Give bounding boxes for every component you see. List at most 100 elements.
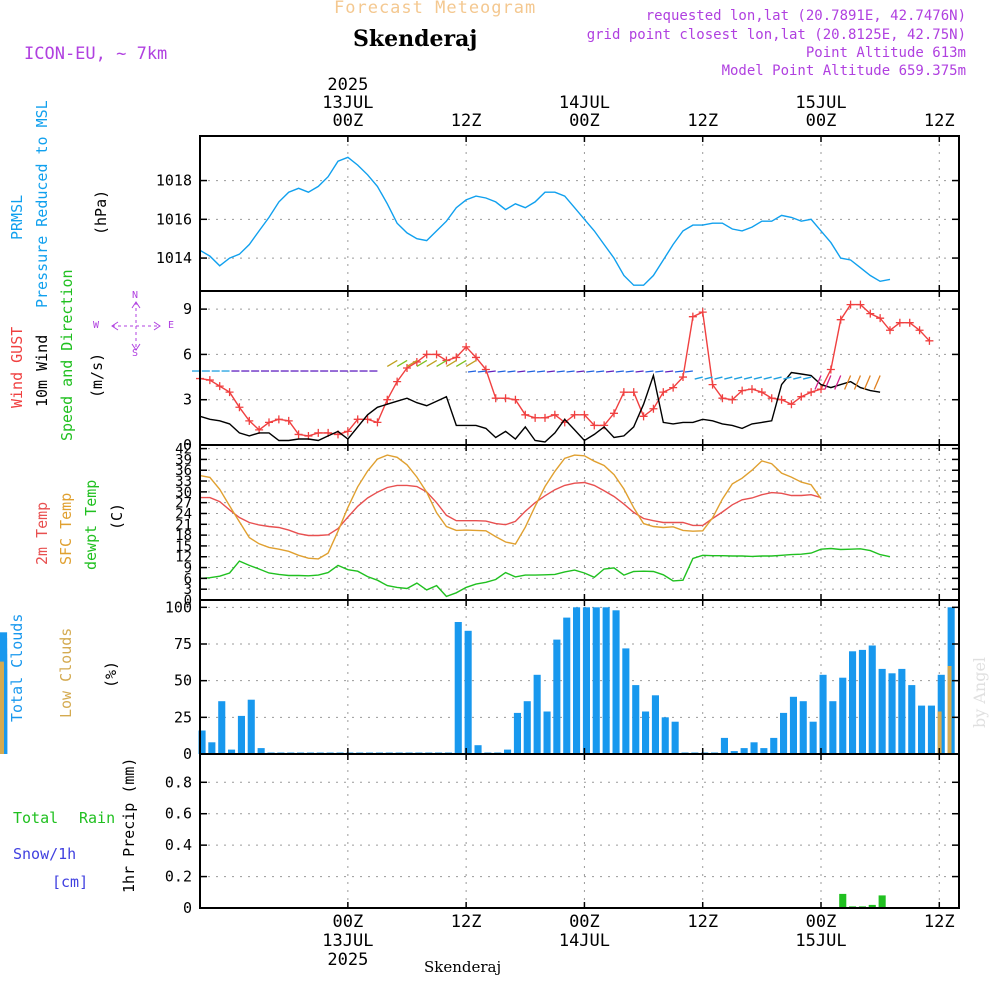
wind-direction-arrow: [704, 376, 713, 380]
y-tick-label: 36: [175, 463, 192, 479]
bottom-time-label: 15JUL: [795, 931, 847, 951]
wind-direction-arrow: [527, 370, 536, 373]
wind-direction-arrow: [586, 370, 595, 373]
gust-marker: [669, 383, 678, 392]
t2m-label: 2m Temp: [33, 501, 51, 565]
bar-low-clouds: [947, 666, 952, 754]
bar-total-clouds: [602, 607, 610, 754]
bar-total-clouds: [878, 668, 886, 754]
ms-unit: (m/s): [88, 352, 106, 398]
speed-direction-label: Speed and Direction: [58, 269, 76, 441]
bar-total-clouds: [563, 617, 571, 754]
bar-total-clouds: [474, 745, 482, 754]
bar-total-clouds: [553, 639, 561, 754]
y-tick-label: 1016: [156, 210, 192, 228]
bar-total-clouds: [740, 748, 748, 754]
gust-marker: [265, 418, 273, 427]
top-time-label: 13JUL: [322, 93, 374, 113]
top-time-label: 12Z: [923, 111, 955, 131]
gust-marker: [531, 413, 540, 422]
gust-marker: [708, 380, 717, 389]
gust-marker: [610, 409, 618, 418]
top-time-label: 00Z: [332, 111, 364, 131]
gust-marker: [698, 308, 707, 317]
model-label: ICON-EU, ~ 7km: [24, 44, 168, 64]
gust-marker: [353, 415, 362, 424]
gust-marker: [639, 412, 648, 421]
y-tick-label: 30: [175, 485, 192, 501]
wind-direction-arrow: [436, 359, 447, 368]
y-tick-label: 6: [183, 345, 192, 363]
wind-direction-arrow: [396, 359, 408, 368]
gust-marker: [748, 385, 756, 394]
wind10m-label: 10m Wind: [33, 334, 51, 407]
wind-direction-arrow: [873, 375, 881, 390]
gust-marker: [511, 395, 520, 404]
bar-total-clouds: [247, 699, 255, 754]
bar-total-clouds: [809, 721, 817, 754]
compass-e: E: [168, 320, 175, 331]
y-tick-label: 100: [165, 598, 192, 616]
wind-direction-arrow: [853, 375, 862, 390]
bar-total-clouds: [671, 721, 679, 754]
y-tick-label: 0: [183, 745, 192, 763]
gust-marker: [866, 309, 875, 318]
panel-frame: [199, 444, 960, 601]
bottom-time-label: 00Z: [332, 912, 364, 932]
bar-total-clouds: [543, 711, 551, 754]
gust-marker: [817, 385, 825, 394]
gust-marker: [550, 410, 559, 419]
y-tick-label: 3: [184, 582, 192, 598]
y-tick-label: 3: [183, 391, 192, 409]
wind-direction-arrow: [536, 370, 546, 373]
wind-direction-arrow: [743, 376, 753, 380]
hpa-unit: (hPa): [92, 189, 110, 235]
gridpoint-coords: grid point closest lon,lat (20.8125E, 42…: [586, 27, 966, 43]
wind-direction-arrow: [694, 376, 703, 380]
wind-direction-arrow: [605, 370, 615, 373]
rain-label: Rain: [79, 809, 116, 827]
cm-label: [cm]: [52, 873, 89, 891]
wind-direction-arrow: [674, 370, 684, 373]
gust-marker: [225, 388, 234, 397]
compass-icon: [111, 301, 161, 351]
wind-direction-arrow: [467, 370, 477, 373]
footer-location: Skenderaj: [424, 958, 502, 976]
gust-marker: [393, 377, 402, 386]
wind-direction-arrow: [824, 375, 832, 390]
gust-marker: [383, 395, 392, 404]
watermark: by Angel: [970, 656, 989, 728]
y-tick-label: 50: [174, 672, 192, 690]
wind-direction-arrow: [714, 376, 723, 380]
wind-direction-arrow: [763, 376, 772, 380]
bar-total-clouds: [218, 701, 226, 754]
wind-direction-arrow: [416, 359, 428, 368]
bar-total-clouds: [819, 674, 827, 754]
y-tick-label: 6: [184, 571, 192, 587]
gust-marker: [205, 376, 214, 385]
gust-marker: [807, 388, 816, 397]
bar-total-clouds: [257, 748, 265, 754]
bottom-time-label: 12Z: [923, 912, 955, 932]
low-clouds-label: Low Clouds: [57, 627, 75, 718]
gust-marker: [462, 342, 471, 351]
bar-total-clouds: [622, 648, 630, 754]
tick-labels: 1014101610180369036912151821242730333639…: [156, 172, 192, 917]
celsius-unit: (C): [108, 502, 126, 530]
precip-unit: 1hr Precip (mm): [120, 757, 138, 893]
top-time-label: 15JUL: [795, 93, 847, 113]
gust-marker: [274, 415, 283, 424]
prmsl-label: PRMSL: [8, 194, 26, 240]
wind-direction-arrow: [446, 359, 457, 368]
panel-frames: [199, 135, 960, 909]
gust-marker: [826, 365, 835, 374]
gust-marker: [580, 410, 589, 419]
gust-marker: [846, 300, 855, 309]
series-dewpt-temp: [199, 547, 891, 598]
y-tick-label: 75: [174, 635, 192, 653]
gust-marker: [363, 415, 372, 424]
wind-direction-arrow: [793, 376, 802, 380]
gust-marker: [895, 318, 904, 327]
y-tick-label: 25: [174, 708, 192, 726]
bottom-time-label: 2025: [327, 950, 369, 970]
